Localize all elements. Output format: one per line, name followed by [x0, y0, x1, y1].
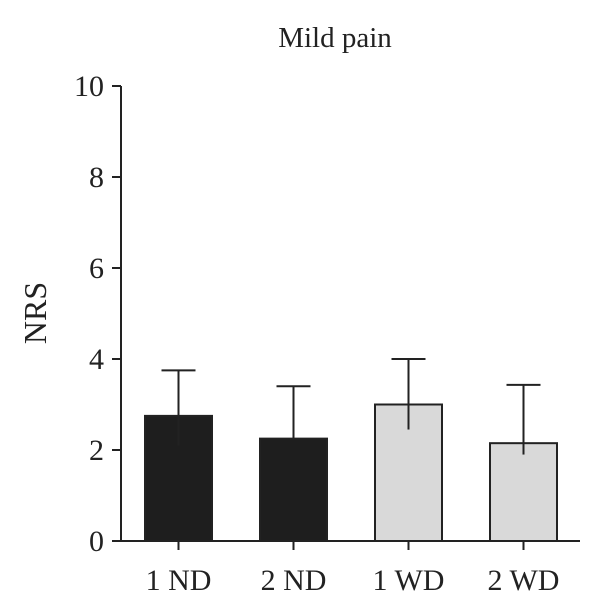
y-axis: 0 2 4 6 8 10 — [74, 70, 122, 558]
y-tick-label: 6 — [89, 252, 104, 285]
error-bars — [161, 358, 541, 455]
y-tick-label: 10 — [74, 70, 104, 103]
x-tick-label: 2 WD — [488, 564, 560, 597]
x-axis: 1 ND 2 ND 1 WD 2 WD — [121, 540, 580, 597]
bar-2-nd — [259, 437, 328, 542]
y-tick-label: 2 — [89, 434, 104, 467]
x-tick-label: 1 ND — [146, 564, 212, 597]
y-tick-label: 0 — [89, 525, 104, 558]
chart-title: Mild pain — [278, 22, 392, 54]
y-tick-label: 4 — [89, 343, 104, 376]
x-tick-label: 1 WD — [373, 564, 445, 597]
y-tick-label: 8 — [89, 161, 104, 194]
bar-2-wd — [489, 442, 558, 542]
x-tick-label: 2 ND — [261, 564, 327, 597]
bars — [144, 403, 558, 542]
y-axis-label: NRS — [17, 282, 53, 344]
